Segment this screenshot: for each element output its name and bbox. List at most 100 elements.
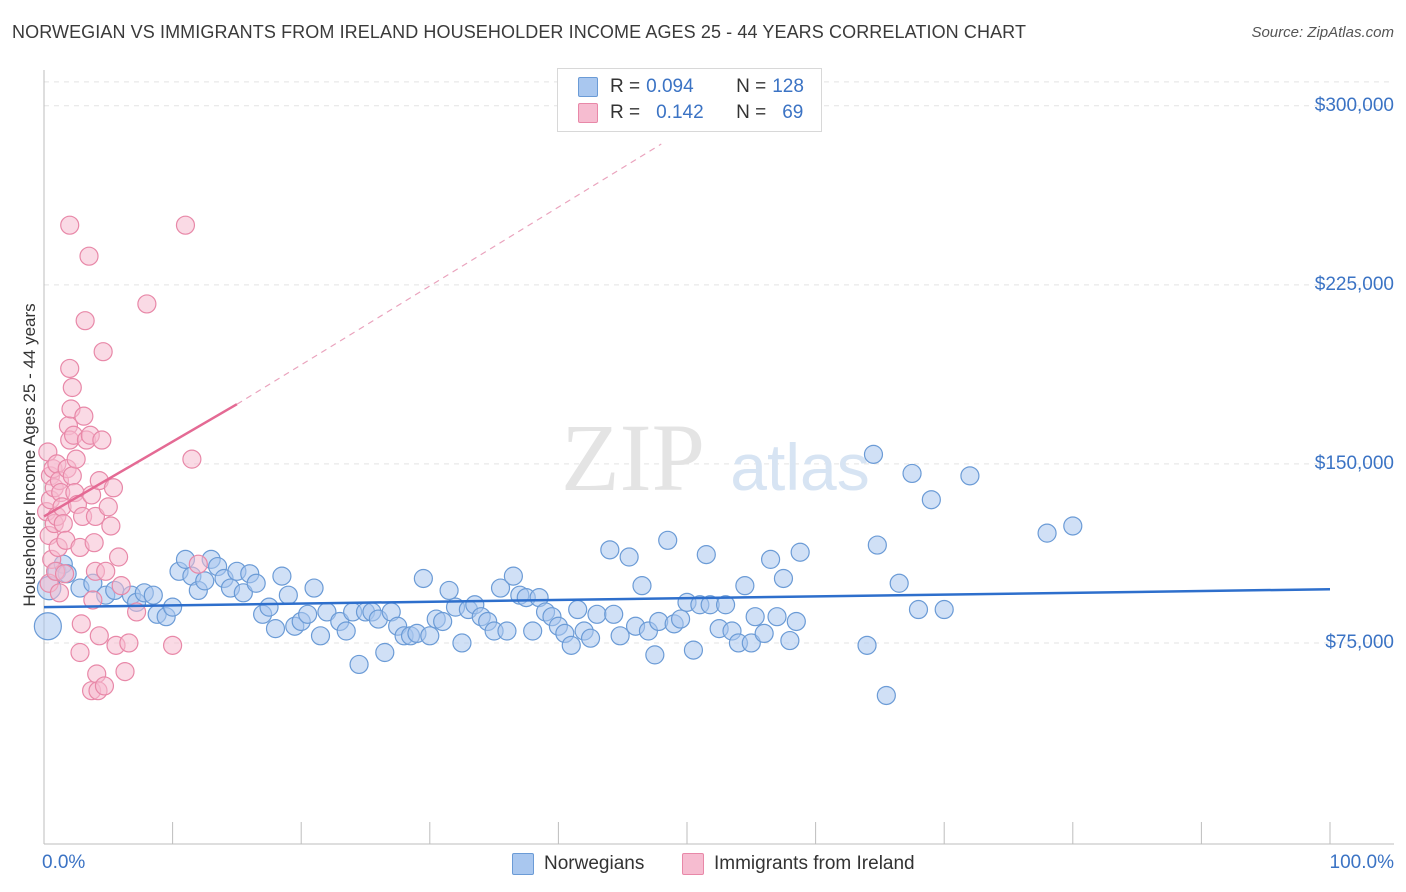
data-point-norwegian xyxy=(259,597,279,617)
data-point-ireland xyxy=(163,635,183,655)
data-point-norwegian xyxy=(745,607,765,627)
data-point-norwegian xyxy=(375,642,395,663)
data-point-ireland xyxy=(188,554,208,574)
data-point-norwegian xyxy=(863,444,884,464)
legend-label-ireland: Immigrants from Ireland xyxy=(714,853,915,874)
data-point-norwegian xyxy=(452,633,472,653)
data-point-norwegian xyxy=(876,685,896,706)
data-point-norwegian xyxy=(934,599,954,620)
legend-swatch-pink xyxy=(578,103,598,123)
data-point-norwegian xyxy=(336,621,356,641)
data-point-norwegian xyxy=(715,595,736,615)
data-point-ireland xyxy=(175,215,196,235)
data-point-norwegian xyxy=(1037,523,1057,543)
trendline-ireland-extension xyxy=(236,143,662,405)
data-point-ireland xyxy=(62,377,82,398)
data-point-ireland xyxy=(62,466,82,486)
data-point-norwegian xyxy=(760,549,781,569)
data-point-ireland xyxy=(94,676,115,696)
data-point-ireland xyxy=(74,406,94,426)
data-point-norwegian xyxy=(960,466,980,486)
data-point-norwegian xyxy=(278,585,298,605)
data-point-norwegian xyxy=(604,604,624,624)
data-point-ireland xyxy=(75,311,95,331)
data-point-norwegian xyxy=(310,626,331,646)
watermark-zip: ZIP xyxy=(561,404,705,511)
data-point-norwegian xyxy=(786,611,806,632)
data-point-norwegian xyxy=(889,573,909,593)
data-point-norwegian xyxy=(349,654,369,675)
y-tick-label: $225,000 xyxy=(1314,273,1394,295)
data-point-ireland xyxy=(98,497,118,517)
y-tick-label: $75,000 xyxy=(1325,631,1394,653)
r-label: R = xyxy=(610,102,641,123)
x-tick-max: 100.0% xyxy=(1329,852,1394,873)
n-label: N = xyxy=(736,76,767,97)
data-point-norwegian xyxy=(741,633,761,653)
data-point-ireland xyxy=(92,430,112,450)
data-point-ireland xyxy=(93,342,113,362)
trendline-norwegians xyxy=(43,587,1331,609)
n-value: 69 xyxy=(782,102,804,123)
data-point-norwegian xyxy=(33,612,62,641)
legend-swatch-blue xyxy=(578,77,598,97)
data-point-ireland xyxy=(96,561,116,581)
data-point-norwegian xyxy=(246,573,266,593)
data-point-norwegian xyxy=(645,645,665,665)
r-value: 0.094 xyxy=(646,76,694,97)
data-point-norwegian xyxy=(773,568,794,589)
data-point-norwegian xyxy=(413,568,433,589)
data-point-norwegian xyxy=(587,604,607,624)
data-point-norwegian xyxy=(497,621,517,641)
data-point-ireland xyxy=(84,533,104,553)
data-point-ireland xyxy=(85,506,106,527)
legend-swatch-blue xyxy=(512,853,534,875)
data-point-norwegian xyxy=(670,609,691,629)
watermark-atlas: atlas xyxy=(730,430,869,504)
data-point-norwegian xyxy=(265,619,286,639)
data-point-norwegian xyxy=(561,635,581,655)
data-point-ireland xyxy=(111,576,131,596)
data-point-ireland xyxy=(119,633,139,653)
source-label: Source: ZipAtlas.com xyxy=(1251,24,1394,41)
data-point-norwegian xyxy=(433,611,453,632)
data-point-norwegian xyxy=(857,635,877,655)
data-point-norwegian xyxy=(619,547,639,567)
data-point-ireland xyxy=(126,602,147,622)
data-point-norwegian xyxy=(503,566,523,586)
data-point-norwegian xyxy=(767,607,787,627)
data-point-norwegian xyxy=(780,630,800,651)
r-value: 0.142 xyxy=(656,102,704,123)
data-point-norwegian xyxy=(610,626,630,646)
legend-row-ireland: R = 0.142 N = 69 xyxy=(578,101,803,125)
data-point-ireland xyxy=(89,626,109,646)
legend-row-norwegians: R = 0.094 N = 128 xyxy=(578,75,804,99)
data-point-norwegian xyxy=(902,463,922,484)
data-point-norwegian xyxy=(420,626,440,646)
data-point-norwegian xyxy=(304,578,324,598)
data-point-norwegian xyxy=(580,628,601,648)
data-point-norwegian xyxy=(298,604,318,624)
data-point-ireland xyxy=(54,564,75,584)
data-point-ireland xyxy=(137,294,157,314)
data-point-ireland xyxy=(49,583,70,603)
legend-label-norwegians: Norwegians xyxy=(544,853,645,874)
data-point-norwegian xyxy=(272,566,292,586)
legend-item-ireland: Immigrants from Ireland xyxy=(682,853,915,875)
data-point-norwegian xyxy=(683,640,704,660)
data-point-ireland xyxy=(60,215,80,235)
data-point-ireland xyxy=(101,516,121,536)
data-point-norwegian xyxy=(867,535,887,555)
data-point-norwegian xyxy=(523,621,543,641)
legend-swatch-pink xyxy=(682,853,704,875)
data-point-norwegian xyxy=(696,545,716,565)
data-point-ireland xyxy=(182,449,202,469)
data-point-ireland xyxy=(53,513,73,534)
data-point-ireland xyxy=(79,246,99,266)
n-label: N = xyxy=(736,102,767,123)
data-point-norwegian xyxy=(632,576,652,596)
data-point-norwegian xyxy=(600,540,620,560)
data-point-ireland xyxy=(83,590,103,610)
chart-title: NORWEGIAN VS IMMIGRANTS FROM IRELAND HOU… xyxy=(12,22,1027,42)
